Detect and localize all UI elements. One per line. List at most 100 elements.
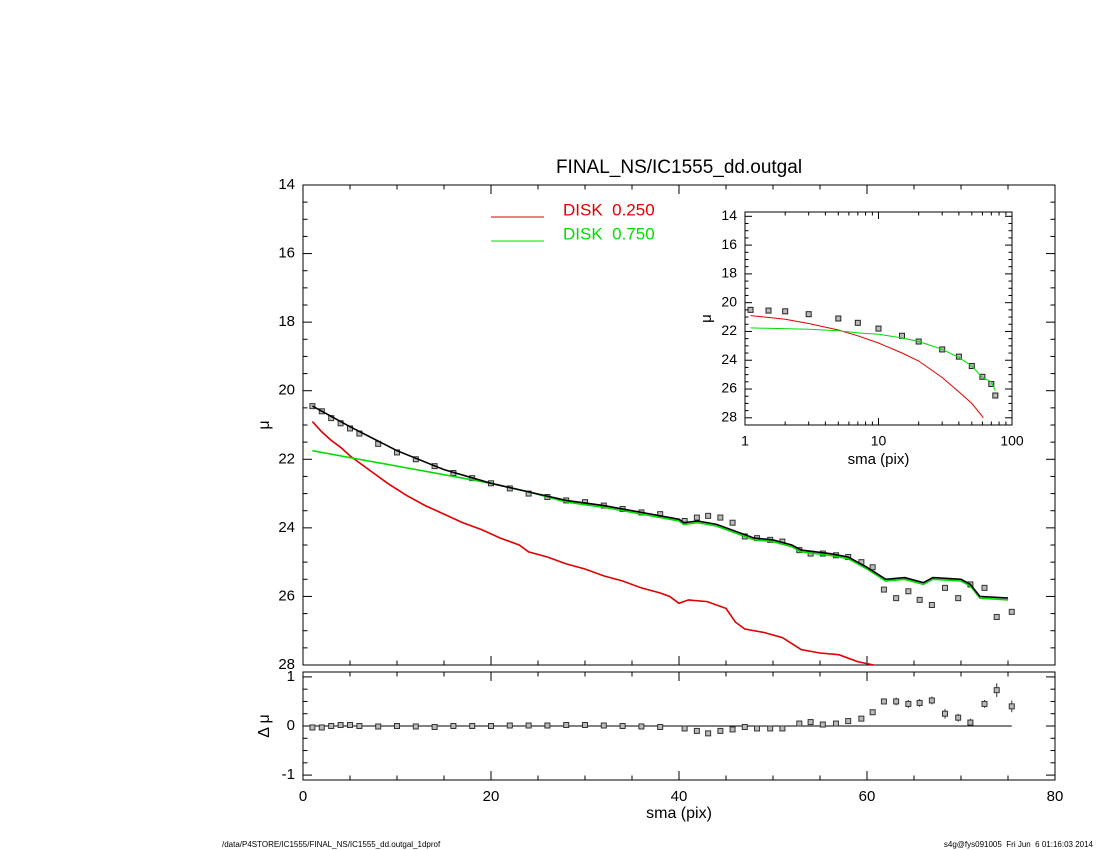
- data-point: [905, 588, 912, 595]
- data-point: [1008, 703, 1015, 710]
- data-point: [928, 697, 935, 704]
- data-point: [869, 564, 876, 571]
- footer-left: /data/P4STORE/IC1555/FINAL_NS/IC1555_dd.…: [222, 840, 441, 849]
- data-point: [705, 730, 712, 737]
- y-tick-label: 20: [278, 382, 295, 399]
- y-axis-label: μ: [256, 420, 273, 429]
- data-point: [782, 308, 789, 315]
- data-point: [767, 725, 774, 732]
- data-point: [819, 721, 826, 728]
- data-point: [993, 687, 1000, 694]
- legend-label: DISK 0.750: [563, 224, 655, 243]
- data-point: [779, 725, 786, 732]
- data-point: [337, 722, 344, 729]
- data-point: [619, 723, 626, 729]
- data-point: [450, 723, 457, 729]
- data-point: [600, 722, 607, 729]
- data-point: [469, 723, 476, 729]
- series-line: [311, 421, 874, 665]
- data-point: [854, 319, 861, 326]
- data-point: [328, 723, 335, 729]
- footer-right: s4g@fys091005 Fri Jun 6 01:16:03 2014: [944, 840, 1094, 849]
- data-point: [845, 718, 852, 725]
- y-tick-label: 14: [721, 207, 737, 223]
- chart-title: FINAL_NS/IC1555_dd.outgal: [556, 157, 802, 178]
- data-point: [905, 700, 912, 707]
- y-axis-label: μ: [698, 314, 715, 323]
- y-tick-label: 20: [721, 293, 737, 309]
- data-point: [747, 306, 754, 313]
- y-tick-label: 22: [721, 322, 737, 338]
- x-tick-label: 80: [1047, 788, 1064, 805]
- x-tick-label: 20: [483, 788, 500, 805]
- data-point: [412, 723, 419, 730]
- data-point: [832, 720, 839, 727]
- data-point: [955, 595, 962, 602]
- data-point: [993, 614, 1000, 620]
- data-point: [375, 723, 382, 730]
- y-tick-label: 28: [278, 656, 295, 673]
- data-point: [705, 512, 712, 519]
- data-point: [356, 723, 363, 729]
- data-point: [525, 722, 532, 729]
- x-axis-label: sma (pix): [848, 451, 910, 468]
- y-tick-label: 0: [287, 717, 295, 734]
- data-point: [875, 325, 882, 332]
- data-point: [717, 727, 724, 734]
- data-point: [563, 722, 570, 729]
- data-point: [807, 719, 814, 726]
- y-tick-label: 24: [278, 519, 295, 536]
- y-tick-label: 18: [278, 313, 295, 330]
- data-point: [916, 596, 923, 603]
- x-tick-label: 1: [741, 433, 749, 449]
- series-line: [750, 315, 984, 419]
- series-line: [312, 405, 1009, 599]
- y-tick-label: 22: [278, 450, 295, 467]
- data-point: [525, 490, 532, 497]
- data-point: [638, 723, 645, 730]
- plot-frame: [744, 211, 1013, 426]
- data-point: [754, 725, 761, 732]
- data-point: [893, 595, 900, 602]
- y-tick-label: 26: [721, 380, 737, 396]
- data-point: [309, 724, 316, 731]
- x-tick-label: 100: [1000, 433, 1024, 449]
- data-point: [729, 726, 736, 733]
- data-point: [693, 727, 700, 734]
- data-point: [347, 722, 353, 729]
- data-point: [741, 723, 748, 730]
- x-tick-label: 0: [299, 788, 307, 805]
- data-point: [880, 698, 887, 705]
- data-point: [992, 392, 999, 399]
- x-axis-label: sma (pix): [646, 805, 712, 822]
- y-tick-label: 18: [721, 265, 737, 281]
- plot-area: [309, 683, 1015, 737]
- data-point: [488, 723, 494, 729]
- data-point: [318, 724, 325, 731]
- data-point: [942, 584, 949, 591]
- y-tick-label: 16: [721, 236, 737, 252]
- x-tick-label: 40: [671, 788, 688, 805]
- y-tick-label: 16: [278, 245, 295, 262]
- data-point: [796, 720, 803, 727]
- data-point: [431, 723, 438, 730]
- y-tick-label: 1: [287, 668, 295, 685]
- data-point: [942, 710, 949, 717]
- y-tick-label: -1: [282, 766, 295, 783]
- series-line: [750, 327, 996, 391]
- y-tick-label: 28: [721, 409, 737, 425]
- x-tick-label: 60: [859, 788, 876, 805]
- data-point: [1008, 608, 1015, 615]
- legend-label: DISK 0.250: [563, 200, 655, 219]
- data-point: [805, 311, 812, 318]
- plot-area: [747, 306, 999, 419]
- data-point: [765, 307, 772, 314]
- data-point: [981, 700, 988, 707]
- data-point: [681, 725, 688, 732]
- data-point: [835, 315, 842, 322]
- y-tick-label: 26: [278, 587, 295, 604]
- data-point: [880, 586, 887, 593]
- data-point: [916, 699, 923, 706]
- data-point: [893, 698, 900, 705]
